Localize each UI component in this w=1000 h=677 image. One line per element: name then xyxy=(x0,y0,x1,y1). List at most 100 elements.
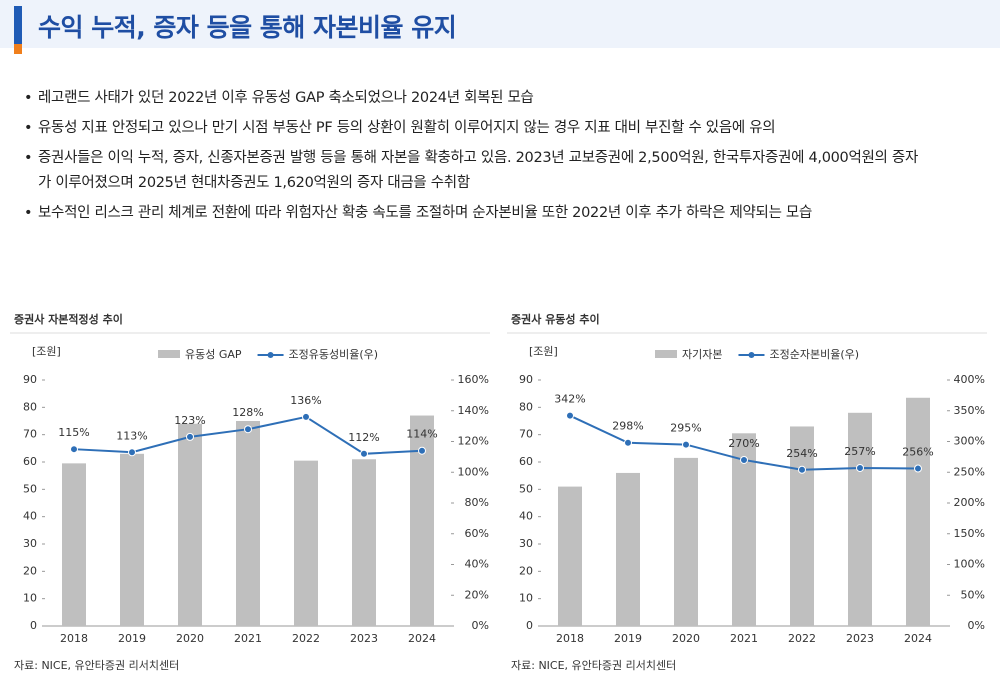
bar xyxy=(732,433,756,626)
y2-tick-label: 160% xyxy=(458,373,489,386)
marker xyxy=(624,438,632,447)
y2-tick-label: 200% xyxy=(954,496,985,509)
bullet: 증권사들은 이익 누적, 증자, 신종자본증권 발행 등을 통해 자본을 확충하… xyxy=(24,146,924,196)
legend-swatch xyxy=(158,350,180,358)
y2-tick-label: 300% xyxy=(954,435,985,448)
y-tick-label: 80 xyxy=(23,400,37,413)
page-title: 수익 누적, 증자 등을 통해 자본비율 유지 xyxy=(38,13,457,42)
marker xyxy=(682,440,690,449)
y2-tick-label: 40% xyxy=(465,558,489,571)
x-tick-label: 2020 xyxy=(672,632,700,645)
marker xyxy=(360,449,368,458)
bullet: 레고랜드 사태가 있던 2022년 이후 유동성 GAP 축소되었으나 2024… xyxy=(24,86,924,111)
x-tick-label: 2024 xyxy=(408,632,436,645)
bar xyxy=(178,423,202,626)
x-tick-label: 2023 xyxy=(350,632,378,645)
marker xyxy=(856,463,864,472)
marker xyxy=(914,464,922,473)
bar xyxy=(616,472,640,626)
y2-tick-label: 80% xyxy=(465,496,489,509)
y-tick-label: 0 xyxy=(526,619,533,632)
bar xyxy=(848,412,872,626)
marker xyxy=(418,446,426,455)
y-tick-label: 50 xyxy=(23,482,37,495)
unit-label: [조원] xyxy=(32,345,61,358)
x-tick-label: 2021 xyxy=(234,632,262,645)
header-band xyxy=(0,0,1000,48)
y-tick-label: 40 xyxy=(519,510,533,523)
marker xyxy=(128,448,136,457)
y2-tick-label: 100% xyxy=(954,558,985,571)
x-tick-label: 2023 xyxy=(846,632,874,645)
x-tick-label: 2021 xyxy=(730,632,758,645)
x-tick-label: 2018 xyxy=(556,632,584,645)
value-label: 257% xyxy=(844,445,875,458)
bar xyxy=(120,453,144,626)
y-tick-label: 0 xyxy=(30,619,37,632)
header-accent xyxy=(14,44,22,54)
legend-swatch xyxy=(655,350,677,358)
bar xyxy=(906,397,930,626)
legend-label: 조정순자본비율(우) xyxy=(769,348,859,361)
legend-label: 유동성 GAP xyxy=(185,348,242,361)
x-tick-label: 2018 xyxy=(60,632,88,645)
y-tick-label: 60 xyxy=(519,455,533,468)
marker xyxy=(798,465,806,474)
legend-label: 자기자본 xyxy=(682,348,722,361)
y-tick-label: 80 xyxy=(519,400,533,413)
marker xyxy=(186,432,194,441)
y2-tick-label: 250% xyxy=(954,465,985,478)
y2-tick-label: 20% xyxy=(465,588,489,601)
value-label: 298% xyxy=(612,420,643,433)
source: 자료: NICE, 유안타증권 리서치센터 xyxy=(511,659,676,672)
y2-tick-label: 150% xyxy=(954,527,985,540)
y-tick-label: 30 xyxy=(519,537,533,550)
y2-tick-label: 100% xyxy=(458,465,489,478)
value-label: 342% xyxy=(554,393,585,406)
marker xyxy=(740,455,748,464)
y2-tick-label: 140% xyxy=(458,404,489,417)
y-tick-label: 10 xyxy=(23,592,37,605)
y-tick-label: 40 xyxy=(23,510,37,523)
bar xyxy=(62,463,86,626)
y2-tick-label: 50% xyxy=(961,588,985,601)
y-tick-label: 90 xyxy=(519,373,533,386)
bullet: 보수적인 리스크 관리 체계로 전환에 따라 위험자산 확충 속도를 조절하며 … xyxy=(24,201,924,226)
marker xyxy=(70,445,78,454)
value-label: 270% xyxy=(728,437,759,450)
value-label: 123% xyxy=(174,414,205,427)
y2-tick-label: 0% xyxy=(472,619,489,632)
legend-marker xyxy=(748,352,755,358)
marker xyxy=(244,425,252,434)
bar xyxy=(294,460,318,626)
x-tick-label: 2019 xyxy=(614,632,642,645)
value-label: 115% xyxy=(58,426,89,439)
y2-tick-label: 0% xyxy=(968,619,985,632)
bullet-list: 레고랜드 사태가 있던 2022년 이후 유동성 GAP 축소되었으나 2024… xyxy=(24,86,924,231)
bar xyxy=(236,421,260,626)
y-tick-label: 50 xyxy=(519,482,533,495)
marker xyxy=(302,412,310,421)
x-tick-label: 2024 xyxy=(904,632,932,645)
x-tick-label: 2019 xyxy=(118,632,146,645)
header-accent xyxy=(14,6,22,44)
value-label: 128% xyxy=(232,406,263,419)
legend-label: 조정유동성비율(우) xyxy=(289,348,379,361)
value-label: 136% xyxy=(290,394,321,407)
y-tick-label: 60 xyxy=(23,455,37,468)
value-label: 295% xyxy=(670,422,701,435)
bar xyxy=(352,459,376,626)
y-tick-label: 30 xyxy=(23,537,37,550)
value-label: 113% xyxy=(116,429,147,442)
chart-title: 증권사 유동성 추이 xyxy=(511,312,600,326)
y-tick-label: 20 xyxy=(23,564,37,577)
y-tick-label: 70 xyxy=(23,428,37,441)
y2-tick-label: 60% xyxy=(465,527,489,540)
bar xyxy=(558,486,582,626)
source: 자료: NICE, 유안타증권 리서치센터 xyxy=(14,659,179,672)
bar xyxy=(790,426,814,626)
chart-title: 증권사 자본적정성 추이 xyxy=(14,312,123,326)
x-tick-label: 2022 xyxy=(292,632,320,645)
